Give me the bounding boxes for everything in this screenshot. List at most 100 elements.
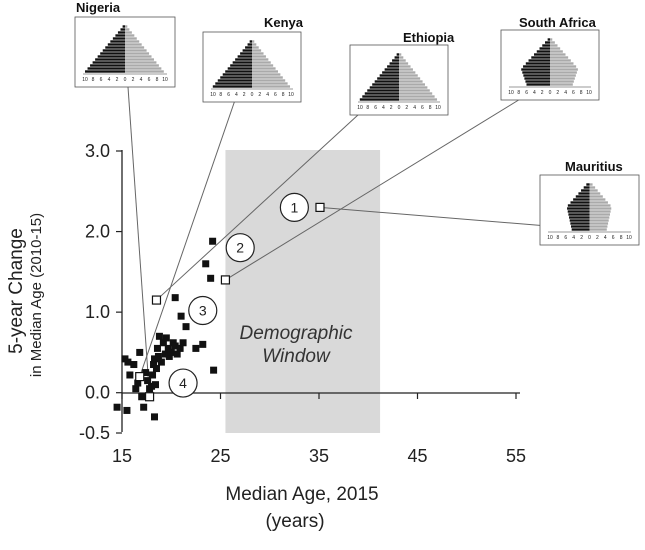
- data-point: [140, 403, 148, 411]
- pyramid-bar-male: [384, 68, 399, 71]
- inset-tick-label: 2: [596, 235, 599, 241]
- pyramid-bar-male: [369, 86, 399, 89]
- pyramid-bar-female: [252, 61, 271, 64]
- pyramid-bar-male: [249, 40, 252, 43]
- inset-tick-label: 4: [382, 105, 385, 111]
- data-point: [173, 350, 181, 358]
- inset-tick-label: 10: [626, 235, 632, 241]
- data-point: [167, 348, 175, 356]
- circled-labels-layer: 1 2 3 4: [168, 192, 309, 398]
- pyramid-bar-male: [525, 80, 550, 83]
- pyramid-bar-male: [522, 71, 550, 74]
- pyramid-bar-female: [252, 79, 286, 82]
- data-point: [199, 340, 207, 348]
- inset-tick-label: 4: [533, 90, 536, 96]
- pyramid-bar-female: [589, 204, 611, 207]
- pyramid-bar-female: [550, 56, 569, 59]
- pyramid-bar-female: [550, 59, 571, 62]
- inset-tick-label: 6: [612, 235, 615, 241]
- pyramid-bar-female: [589, 228, 607, 231]
- data-point: [177, 312, 185, 320]
- inset-tick-label: 0: [124, 77, 127, 83]
- inset-tick-label: 10: [586, 90, 592, 96]
- inset-tick-label: 4: [140, 77, 143, 83]
- data-point: [162, 334, 170, 342]
- pyramid-bar-male: [575, 195, 590, 198]
- inset-tick-label: 10: [210, 92, 216, 98]
- pyramid-bar-female: [550, 65, 577, 68]
- pyramid-bar-female: [589, 183, 593, 186]
- pyramid-bar-male: [240, 52, 252, 55]
- pyramid-bar-male: [573, 198, 590, 201]
- pyramid-bar-female: [252, 64, 274, 67]
- pyramid-bar-male: [534, 53, 550, 56]
- pyramid-bar-female: [589, 225, 608, 228]
- leader-line-kenya: [139, 101, 235, 377]
- data-point: [130, 361, 138, 369]
- inset-tick-label: 4: [235, 92, 238, 98]
- pyramid-bar-female: [399, 83, 425, 86]
- inset-tick-label: 10: [82, 77, 88, 83]
- pyramid-bar-female: [550, 68, 578, 71]
- leader-line-mauritius: [319, 206, 541, 226]
- circled-label-ring: [279, 192, 309, 222]
- pyramid-bar-female: [399, 74, 418, 77]
- pyramid-bar-female: [399, 77, 421, 80]
- pyramid-bar-female: [399, 68, 413, 71]
- demographic-window-band: [225, 150, 381, 433]
- inset-tick-label: 2: [556, 90, 559, 96]
- data-point: [171, 294, 179, 302]
- data-point: [171, 342, 179, 350]
- inset-tick-label: 2: [580, 235, 583, 241]
- pyramid-bar-male: [379, 74, 399, 77]
- pyramid-bar-female: [125, 70, 164, 73]
- leader-line-nigeria: [127, 86, 151, 397]
- pyramid-bar-female: [125, 40, 140, 43]
- pyramid-bar-female: [399, 86, 428, 89]
- pyramid-bar-female: [125, 46, 145, 49]
- pyramid-bar-male: [217, 79, 252, 82]
- data-point: [210, 366, 218, 374]
- inset-tick-label: 10: [357, 105, 363, 111]
- pyramid-bar-female: [125, 43, 142, 46]
- y-tick-label: 3.0: [85, 141, 110, 161]
- pyramid-bar-female: [399, 53, 402, 56]
- pyramid-bar-male: [374, 80, 399, 83]
- inset-tick-label: 2: [116, 77, 119, 83]
- data-point: [159, 339, 167, 347]
- inset-tick-label: 4: [604, 235, 607, 241]
- inset-tick-label: 8: [429, 105, 432, 111]
- pyramid-bar-male: [581, 189, 590, 192]
- pyramid-bar-male: [394, 56, 399, 59]
- pyramid-bar-male: [247, 43, 252, 46]
- circled-label-ring: [188, 295, 218, 326]
- inset-tick-label: 4: [572, 235, 575, 241]
- pyramid-bar-male: [230, 64, 252, 67]
- pyramid-bar-female: [252, 82, 288, 85]
- pyramid-bar-male: [120, 28, 125, 31]
- pyramid-bar-female: [550, 53, 566, 56]
- pyramid-bar-male: [523, 65, 550, 68]
- circled-label-text: 4: [179, 375, 187, 391]
- pyramid-bar-male: [87, 67, 125, 70]
- pyramid-bar-female: [550, 38, 553, 41]
- data-point: [144, 377, 152, 385]
- pyramid-bar-male: [569, 216, 590, 219]
- pyramid-bar-female: [125, 31, 132, 34]
- pyramid-bar-female: [125, 55, 152, 58]
- x-tick-label: 35: [309, 446, 329, 466]
- data-point: [176, 344, 184, 352]
- pyramid-bar-female: [589, 198, 606, 201]
- inset-tick-label: 6: [374, 105, 377, 111]
- pyramid-bar-female: [125, 37, 137, 40]
- data-point: [161, 350, 169, 358]
- highlight-point-ethiopia: [151, 295, 162, 305]
- data-point: [152, 365, 160, 373]
- pyramid-bar-male: [220, 76, 252, 79]
- pyramid-bar-male: [528, 59, 550, 62]
- circled-label-text: 1: [290, 199, 298, 215]
- pyramid-bar-female: [125, 49, 147, 52]
- pyramid-bar-male: [392, 59, 399, 62]
